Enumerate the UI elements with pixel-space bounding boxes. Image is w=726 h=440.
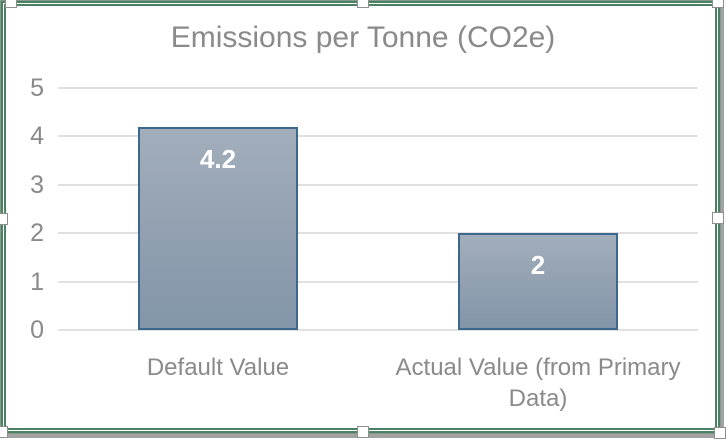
gridline	[58, 329, 698, 331]
selection-handle-middle-right[interactable]	[712, 212, 724, 224]
selection-handle-top-right[interactable]	[712, 0, 724, 8]
gridline	[58, 183, 698, 186]
y-axis-tick-label: 3	[30, 170, 44, 199]
x-axis-category-label: Default Value	[146, 354, 290, 381]
selection-handle-bottom-center[interactable]	[357, 426, 369, 438]
chart-title[interactable]: Emissions per Tonne (CO2e)	[170, 21, 556, 54]
y-axis-tick-label: 5	[30, 74, 44, 102]
selection-handle-top-center[interactable]	[357, 0, 369, 8]
chart-border[interactable]	[1, 1, 720, 433]
bar-data-label: 4.2	[199, 143, 237, 174]
bar-default-value[interactable]: 4.2	[138, 126, 298, 330]
selection-handle-bottom-right[interactable]	[714, 427, 726, 439]
bar-actual-value[interactable]: 2	[458, 233, 618, 330]
y-axis-tick-label: 1	[30, 267, 44, 296]
selection-handle-middle-left[interactable]	[0, 213, 8, 225]
x-axis-category-label: Actual Value (from Primary Data)	[395, 354, 681, 412]
selection-handle-bottom-left[interactable]	[0, 426, 8, 438]
y-axis-tick-label: 0	[30, 316, 44, 344]
gridline	[58, 280, 698, 283]
gridline	[58, 135, 698, 138]
y-axis-tick-label: 2	[30, 219, 44, 248]
y-axis-tick-label: 4	[30, 122, 44, 151]
gridline	[58, 87, 698, 89]
bar-data-label: 2	[530, 250, 546, 281]
selection-handle-top-left[interactable]	[5, 0, 17, 8]
gridline	[58, 232, 698, 235]
